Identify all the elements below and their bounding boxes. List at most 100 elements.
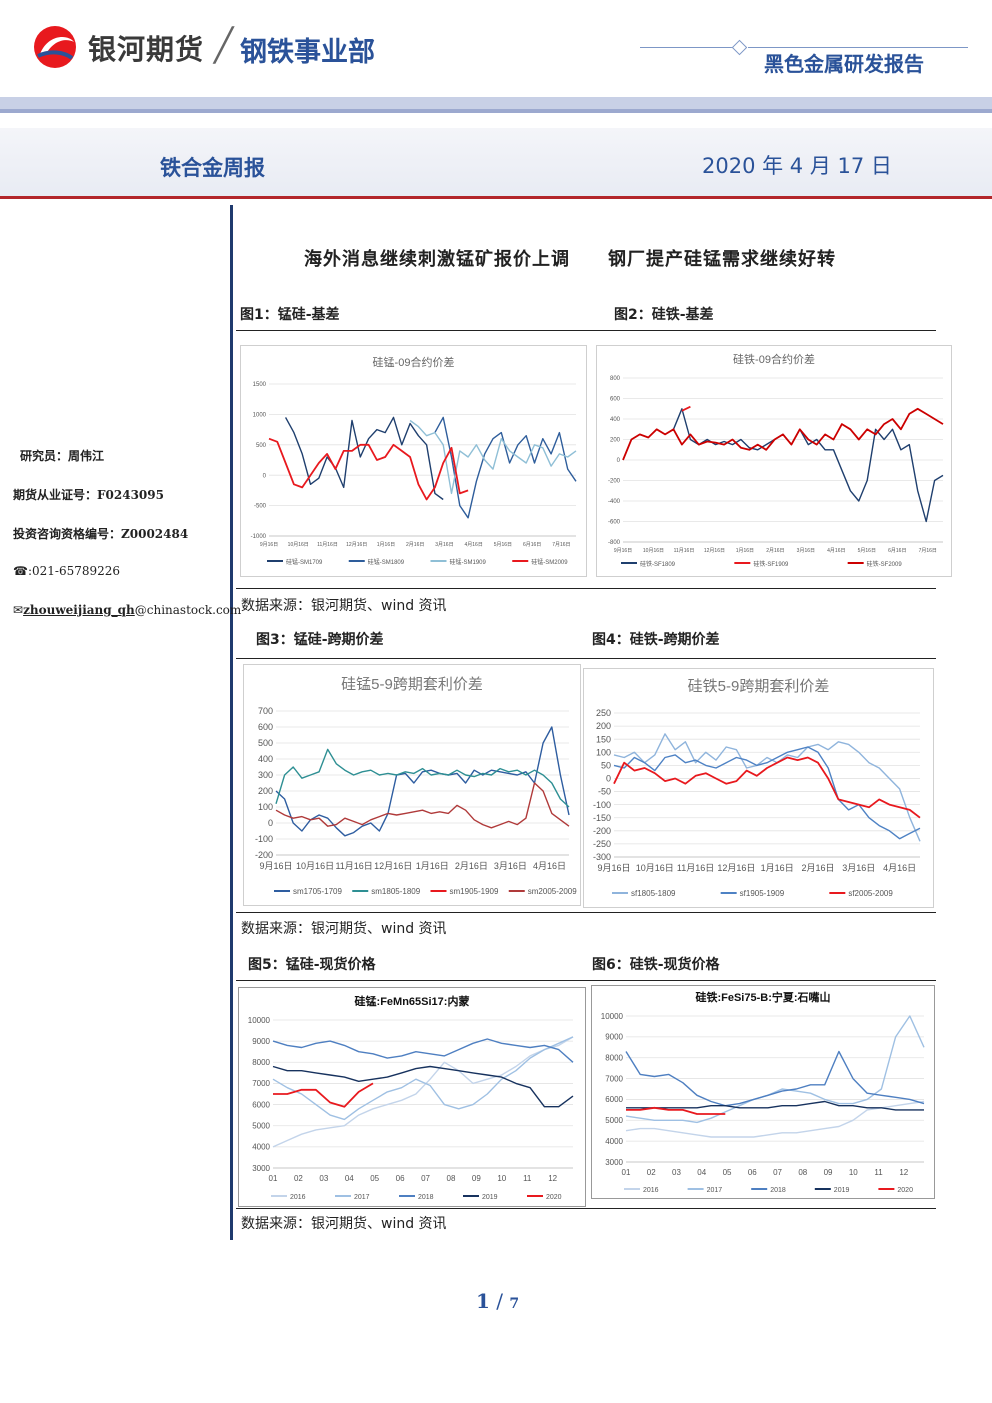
x-tick-label: 2月16日	[406, 542, 424, 548]
y-tick-label: 1000	[253, 413, 267, 419]
legend-label: 2016	[643, 1187, 659, 1194]
y-tick-label: 8000	[252, 1058, 270, 1067]
sidebar-divider	[230, 205, 233, 1240]
x-tick-label: 10月16日	[643, 548, 664, 554]
source-note-2: 数据来源：银河期货、wind 资讯	[241, 921, 447, 937]
series-line	[613, 756, 921, 819]
figure-1-label: 图1：锰硅-基差	[240, 307, 340, 323]
y-tick-label: -300	[593, 852, 611, 862]
legend-label: 硅铁-SF1909	[753, 560, 789, 568]
y-tick-label: 50	[601, 761, 611, 771]
x-tick-label: 4月16日	[883, 863, 916, 873]
x-tick-label: 10月16日	[288, 542, 309, 548]
x-tick-label: 01	[622, 1168, 631, 1177]
y-tick-label: -200	[255, 850, 273, 860]
legend-label: 硅锰-SM1709	[286, 558, 323, 566]
y-tick-label: 400	[258, 754, 273, 764]
y-tick-label: 8000	[605, 1054, 623, 1063]
x-tick-label: 3月16日	[435, 542, 453, 548]
y-tick-label: -400	[608, 499, 621, 505]
chart-1-svg: 硅锰-09合约价差 1500 1000 500 0 -500 -1000 9月16日 10月16…	[251, 355, 577, 566]
company-logo	[30, 24, 80, 70]
legend-label: 硅铁-SF1809	[640, 560, 676, 568]
report-date: 2020 年 4 月 17 日	[702, 154, 892, 178]
chart-5-svg: 硅锰:FeMn65Si17:内蒙 10000 9000 8000 7000 6000 500…	[248, 994, 574, 1201]
y-tick-label: 10000	[601, 1012, 624, 1021]
y-tick-label: -150	[593, 813, 611, 823]
x-tick-label: 6月16日	[888, 548, 906, 554]
x-tick-label: 5月16日	[494, 542, 512, 548]
x-tick-label: 10月16日	[636, 863, 674, 873]
researcher-name: 研究员：周伟江	[20, 449, 105, 463]
x-tick-label: 02	[294, 1174, 303, 1183]
x-tick-label: 7月16日	[919, 548, 937, 554]
x-tick-label: 1月16日	[416, 861, 449, 871]
x-tick-label: 3月16日	[797, 548, 815, 554]
y-tick-label: 100	[596, 747, 611, 757]
x-tick-label: 04	[697, 1168, 706, 1177]
x-tick-label: 9月16日	[260, 542, 278, 548]
y-tick-label: -800	[608, 540, 621, 546]
x-tick-label: 11月16日	[674, 548, 695, 554]
row1-top-rule	[236, 330, 936, 331]
galaxy-logo-icon	[34, 26, 76, 68]
diamond-icon	[731, 39, 748, 56]
chart-title: 硅锰-09合约价差	[373, 355, 455, 369]
x-tick-label: 11	[523, 1174, 532, 1183]
y-tick-label: 0	[263, 473, 267, 479]
title-underline	[0, 196, 992, 199]
y-tick-label: 9000	[605, 1033, 623, 1042]
chart-5-container: 硅锰:FeMn65Si17:内蒙 10000 9000 8000 7000 6000 500…	[238, 987, 586, 1207]
division-name: 钢铁事业部	[240, 37, 375, 68]
x-tick-label: 01	[269, 1174, 278, 1183]
y-tick-label: 200	[258, 786, 273, 796]
series-line	[625, 1050, 925, 1107]
x-tick-label: 11月16日	[335, 861, 372, 871]
header-rule-right	[748, 47, 968, 48]
page-number: 1 / 7	[476, 1289, 519, 1313]
email-address[interactable]: ✉zhouweijiang_qh@chinastock.com	[13, 603, 241, 617]
legend-label: sf1905-1909	[740, 889, 785, 898]
chart-title: 硅锰:FeMn65Si17:内蒙	[355, 994, 470, 1008]
legend-label: sm1905-1909	[450, 887, 499, 896]
y-tick-label: 200	[610, 438, 621, 444]
chart-title: 硅铁5-9跨期套利价差	[688, 678, 830, 695]
x-tick-label: 12月16日	[374, 861, 412, 871]
chart-2-svg: 硅铁-09合约价差 800 600 400 200 0 -200 -400 -600 -800 9月…	[608, 352, 944, 568]
x-tick-label: 2月16日	[766, 548, 784, 554]
y-tick-label: 6000	[252, 1100, 270, 1109]
x-tick-label: 1月16日	[761, 863, 794, 873]
y-tick-label: 7000	[252, 1079, 270, 1088]
y-tick-label: 1500	[253, 382, 267, 388]
y-tick-label: 0	[268, 818, 273, 828]
y-tick-label: 4000	[605, 1137, 623, 1146]
email-prefix: zhouweijiang_qh	[23, 603, 135, 617]
legend-label: sm2005-2009	[528, 887, 577, 896]
x-tick-label: 11	[874, 1168, 883, 1177]
row2-bottom-rule	[236, 912, 936, 913]
legend-label: sm1705-1709	[293, 887, 342, 896]
figure-4-label: 图4：硅铁-跨期价差	[592, 632, 720, 648]
x-tick-label: 12月16日	[704, 548, 725, 554]
y-tick-label: -50	[598, 787, 611, 797]
y-tick-label: 600	[258, 722, 273, 732]
x-tick-label: 06	[396, 1174, 405, 1183]
header-band	[0, 97, 992, 109]
legend-label: 硅锰-SM1809	[368, 558, 405, 566]
chart-2-container: 硅铁-09合约价差 800 600 400 200 0 -200 -400 -600 -800 9月…	[596, 345, 952, 577]
y-tick-label: 500	[256, 443, 267, 449]
series-line	[681, 405, 691, 412]
x-tick-label: 08	[798, 1168, 807, 1177]
x-tick-label: 9月16日	[614, 548, 632, 554]
series-line	[275, 782, 570, 829]
report-type: 黑色金属研发报告	[764, 52, 924, 76]
x-tick-label: 12月16日	[346, 542, 367, 548]
x-tick-label: 4月16日	[464, 542, 482, 548]
headline: 海外消息继续刺激锰矿报价上调 钢厂提产硅锰需求继续好转	[304, 249, 836, 270]
series-line	[273, 1082, 374, 1108]
legend-label: 硅锰-SM2009	[531, 558, 568, 566]
series-line	[626, 1100, 924, 1111]
x-tick-label: 1月16日	[736, 548, 754, 554]
x-tick-label: 3月16日	[842, 863, 875, 873]
y-tick-label: 6000	[605, 1095, 623, 1104]
